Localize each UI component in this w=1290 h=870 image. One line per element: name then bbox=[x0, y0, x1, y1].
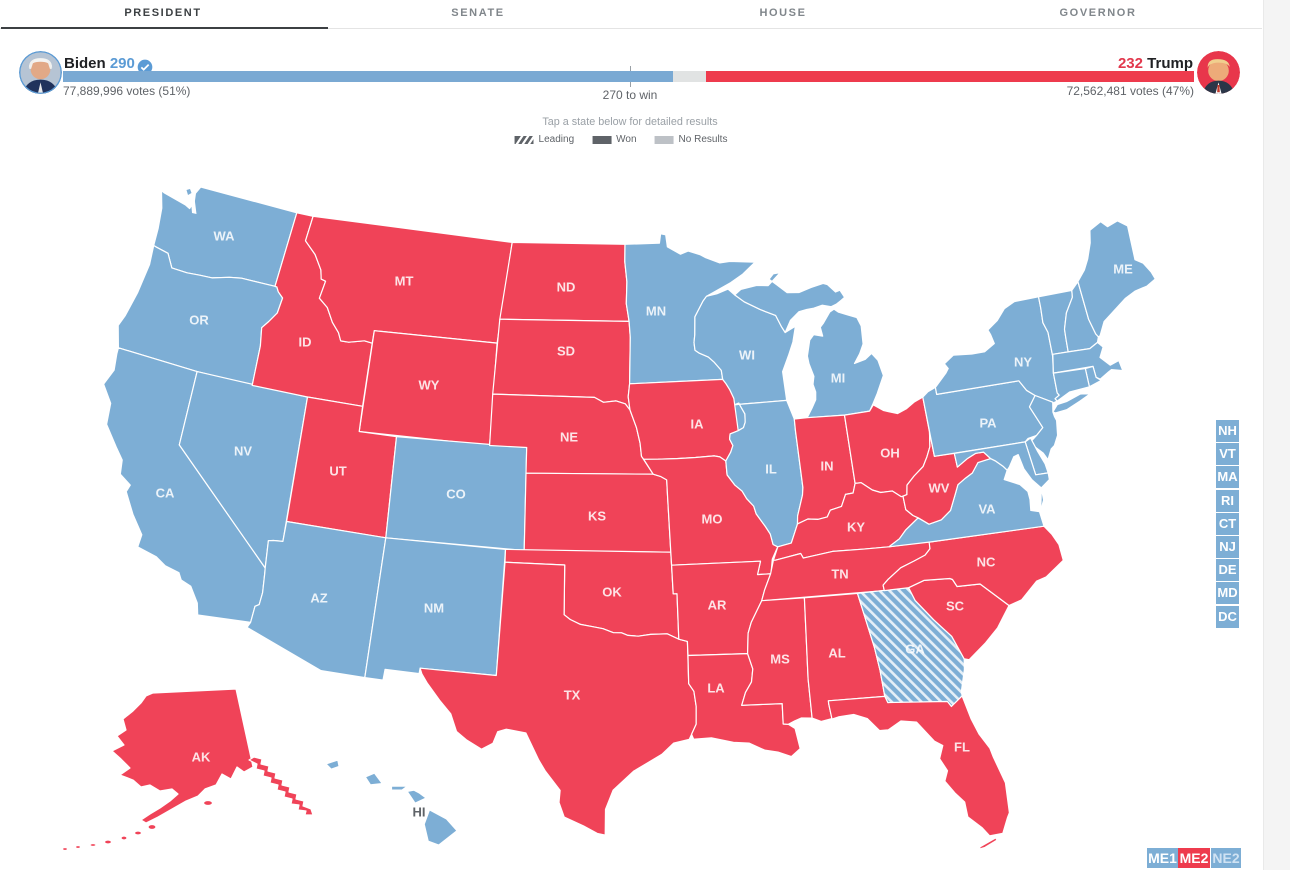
svg-text:WA: WA bbox=[214, 229, 236, 244]
svg-text:GA: GA bbox=[905, 642, 925, 657]
svg-text:OH: OH bbox=[880, 446, 900, 461]
svg-text:NC: NC bbox=[977, 555, 996, 570]
svg-text:KS: KS bbox=[588, 509, 606, 524]
svg-text:AR: AR bbox=[708, 598, 727, 613]
svg-text:NM: NM bbox=[424, 601, 444, 616]
svg-text:PA: PA bbox=[979, 416, 997, 431]
svg-text:NY: NY bbox=[1014, 355, 1032, 370]
svg-text:FL: FL bbox=[954, 740, 970, 755]
svg-text:AL: AL bbox=[828, 646, 845, 661]
svg-text:MT: MT bbox=[395, 274, 414, 289]
svg-text:ID: ID bbox=[299, 335, 312, 350]
svg-text:NE: NE bbox=[560, 430, 578, 445]
svg-text:MI: MI bbox=[831, 371, 845, 386]
svg-text:SC: SC bbox=[946, 599, 965, 614]
svg-text:AZ: AZ bbox=[310, 591, 327, 606]
svg-text:VA: VA bbox=[978, 502, 996, 517]
svg-text:ME: ME bbox=[1113, 262, 1133, 277]
svg-text:HI: HI bbox=[413, 805, 426, 820]
svg-text:AK: AK bbox=[192, 750, 211, 765]
svg-text:TN: TN bbox=[831, 567, 848, 582]
svg-text:TX: TX bbox=[564, 688, 581, 703]
svg-text:MN: MN bbox=[646, 304, 666, 319]
svg-text:KY: KY bbox=[847, 520, 865, 535]
svg-text:UT: UT bbox=[329, 464, 346, 479]
svg-text:WI: WI bbox=[739, 348, 755, 363]
svg-text:CA: CA bbox=[156, 486, 175, 501]
svg-text:OK: OK bbox=[602, 585, 622, 600]
svg-text:WV: WV bbox=[929, 481, 950, 496]
svg-text:ND: ND bbox=[557, 280, 576, 295]
svg-text:IN: IN bbox=[821, 459, 834, 474]
svg-text:IL: IL bbox=[765, 462, 777, 477]
svg-text:LA: LA bbox=[707, 681, 725, 696]
svg-text:MS: MS bbox=[770, 652, 790, 667]
svg-text:CO: CO bbox=[446, 487, 466, 502]
svg-text:SD: SD bbox=[557, 344, 575, 359]
svg-text:WY: WY bbox=[419, 378, 440, 393]
svg-text:OR: OR bbox=[189, 313, 209, 328]
svg-text:IA: IA bbox=[691, 417, 705, 432]
svg-text:MO: MO bbox=[702, 512, 723, 527]
svg-text:NV: NV bbox=[234, 444, 252, 459]
